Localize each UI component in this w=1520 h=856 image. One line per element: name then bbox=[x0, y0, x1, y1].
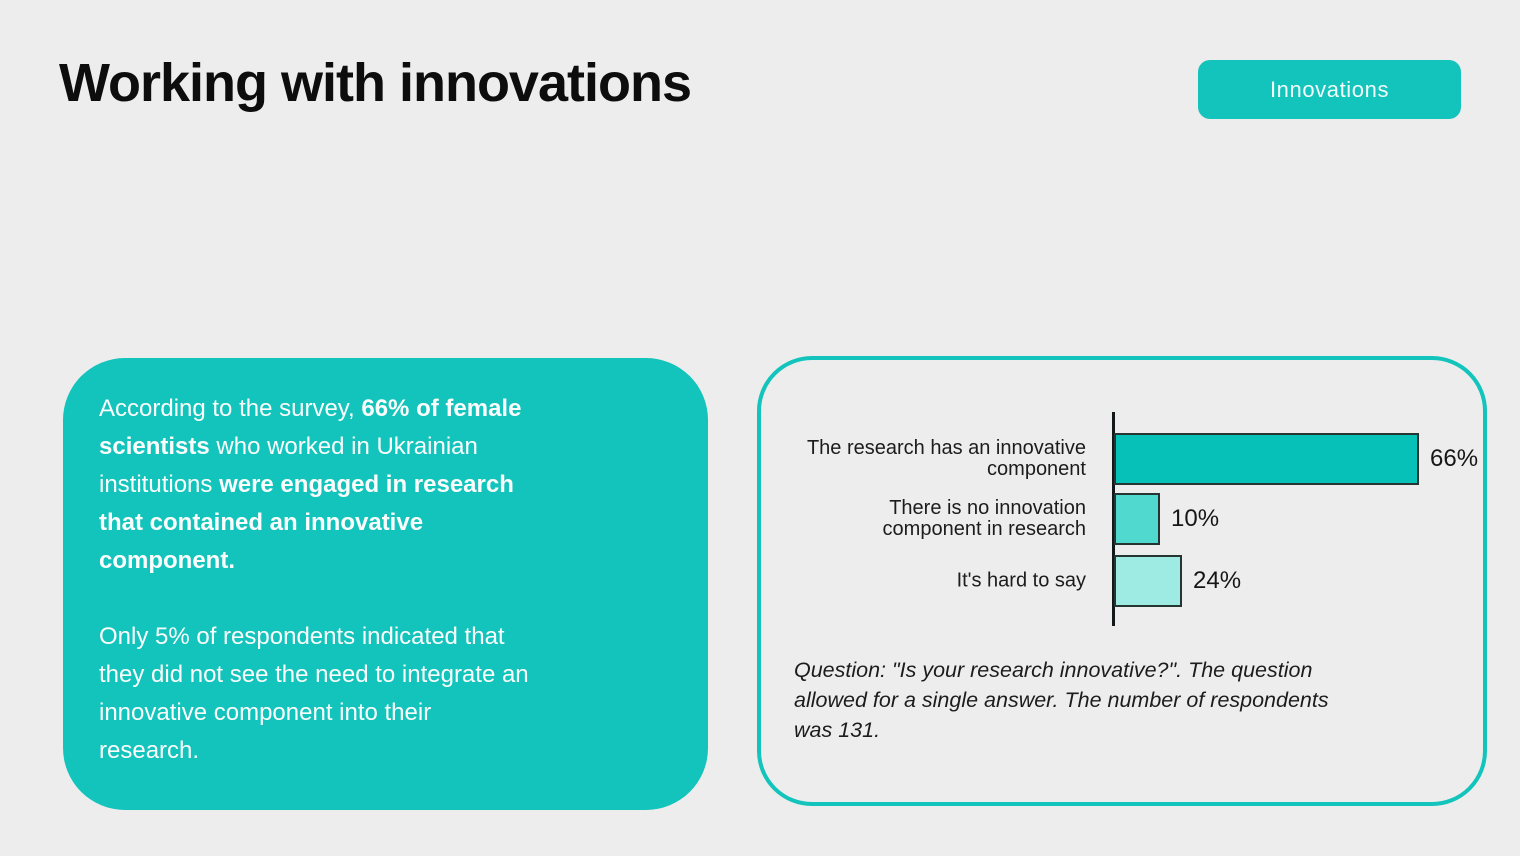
chart-bar bbox=[1114, 493, 1160, 545]
category-label: There is no innovation component in resea… bbox=[882, 497, 1086, 540]
category-label: It's hard to say bbox=[956, 569, 1086, 592]
chart-caption: Question: "Is your research innovative?"… bbox=[794, 658, 1329, 742]
summary-paragraph-2: Only 5% of respondents indicated that the… bbox=[99, 623, 529, 764]
value-label: 24% bbox=[1193, 567, 1242, 594]
chart-row: It's hard to say 24% bbox=[761, 555, 1483, 607]
chart-row: The research has an innovative component 6… bbox=[761, 433, 1483, 485]
chart-card: The research has an innovative component 6… bbox=[757, 356, 1487, 806]
badge-label: Innovations bbox=[1269, 76, 1390, 102]
summary-card: According to the survey, 66% of female sc… bbox=[63, 358, 708, 810]
page-title: Working with innovations bbox=[59, 53, 692, 113]
chart-bar bbox=[1114, 433, 1419, 485]
value-label: 10% bbox=[1171, 505, 1220, 532]
value-label: 66% bbox=[1430, 445, 1479, 472]
chart-row: There is no innovation component in resea… bbox=[761, 493, 1483, 545]
innovations-badge[interactable]: Innovations bbox=[1198, 60, 1461, 119]
category-label: The research has an innovative component bbox=[806, 437, 1086, 480]
chart-bar bbox=[1114, 555, 1182, 607]
chart-axis-line bbox=[1112, 412, 1115, 626]
summary-paragraph-1: According to the survey, 66% of female sc… bbox=[99, 395, 522, 574]
